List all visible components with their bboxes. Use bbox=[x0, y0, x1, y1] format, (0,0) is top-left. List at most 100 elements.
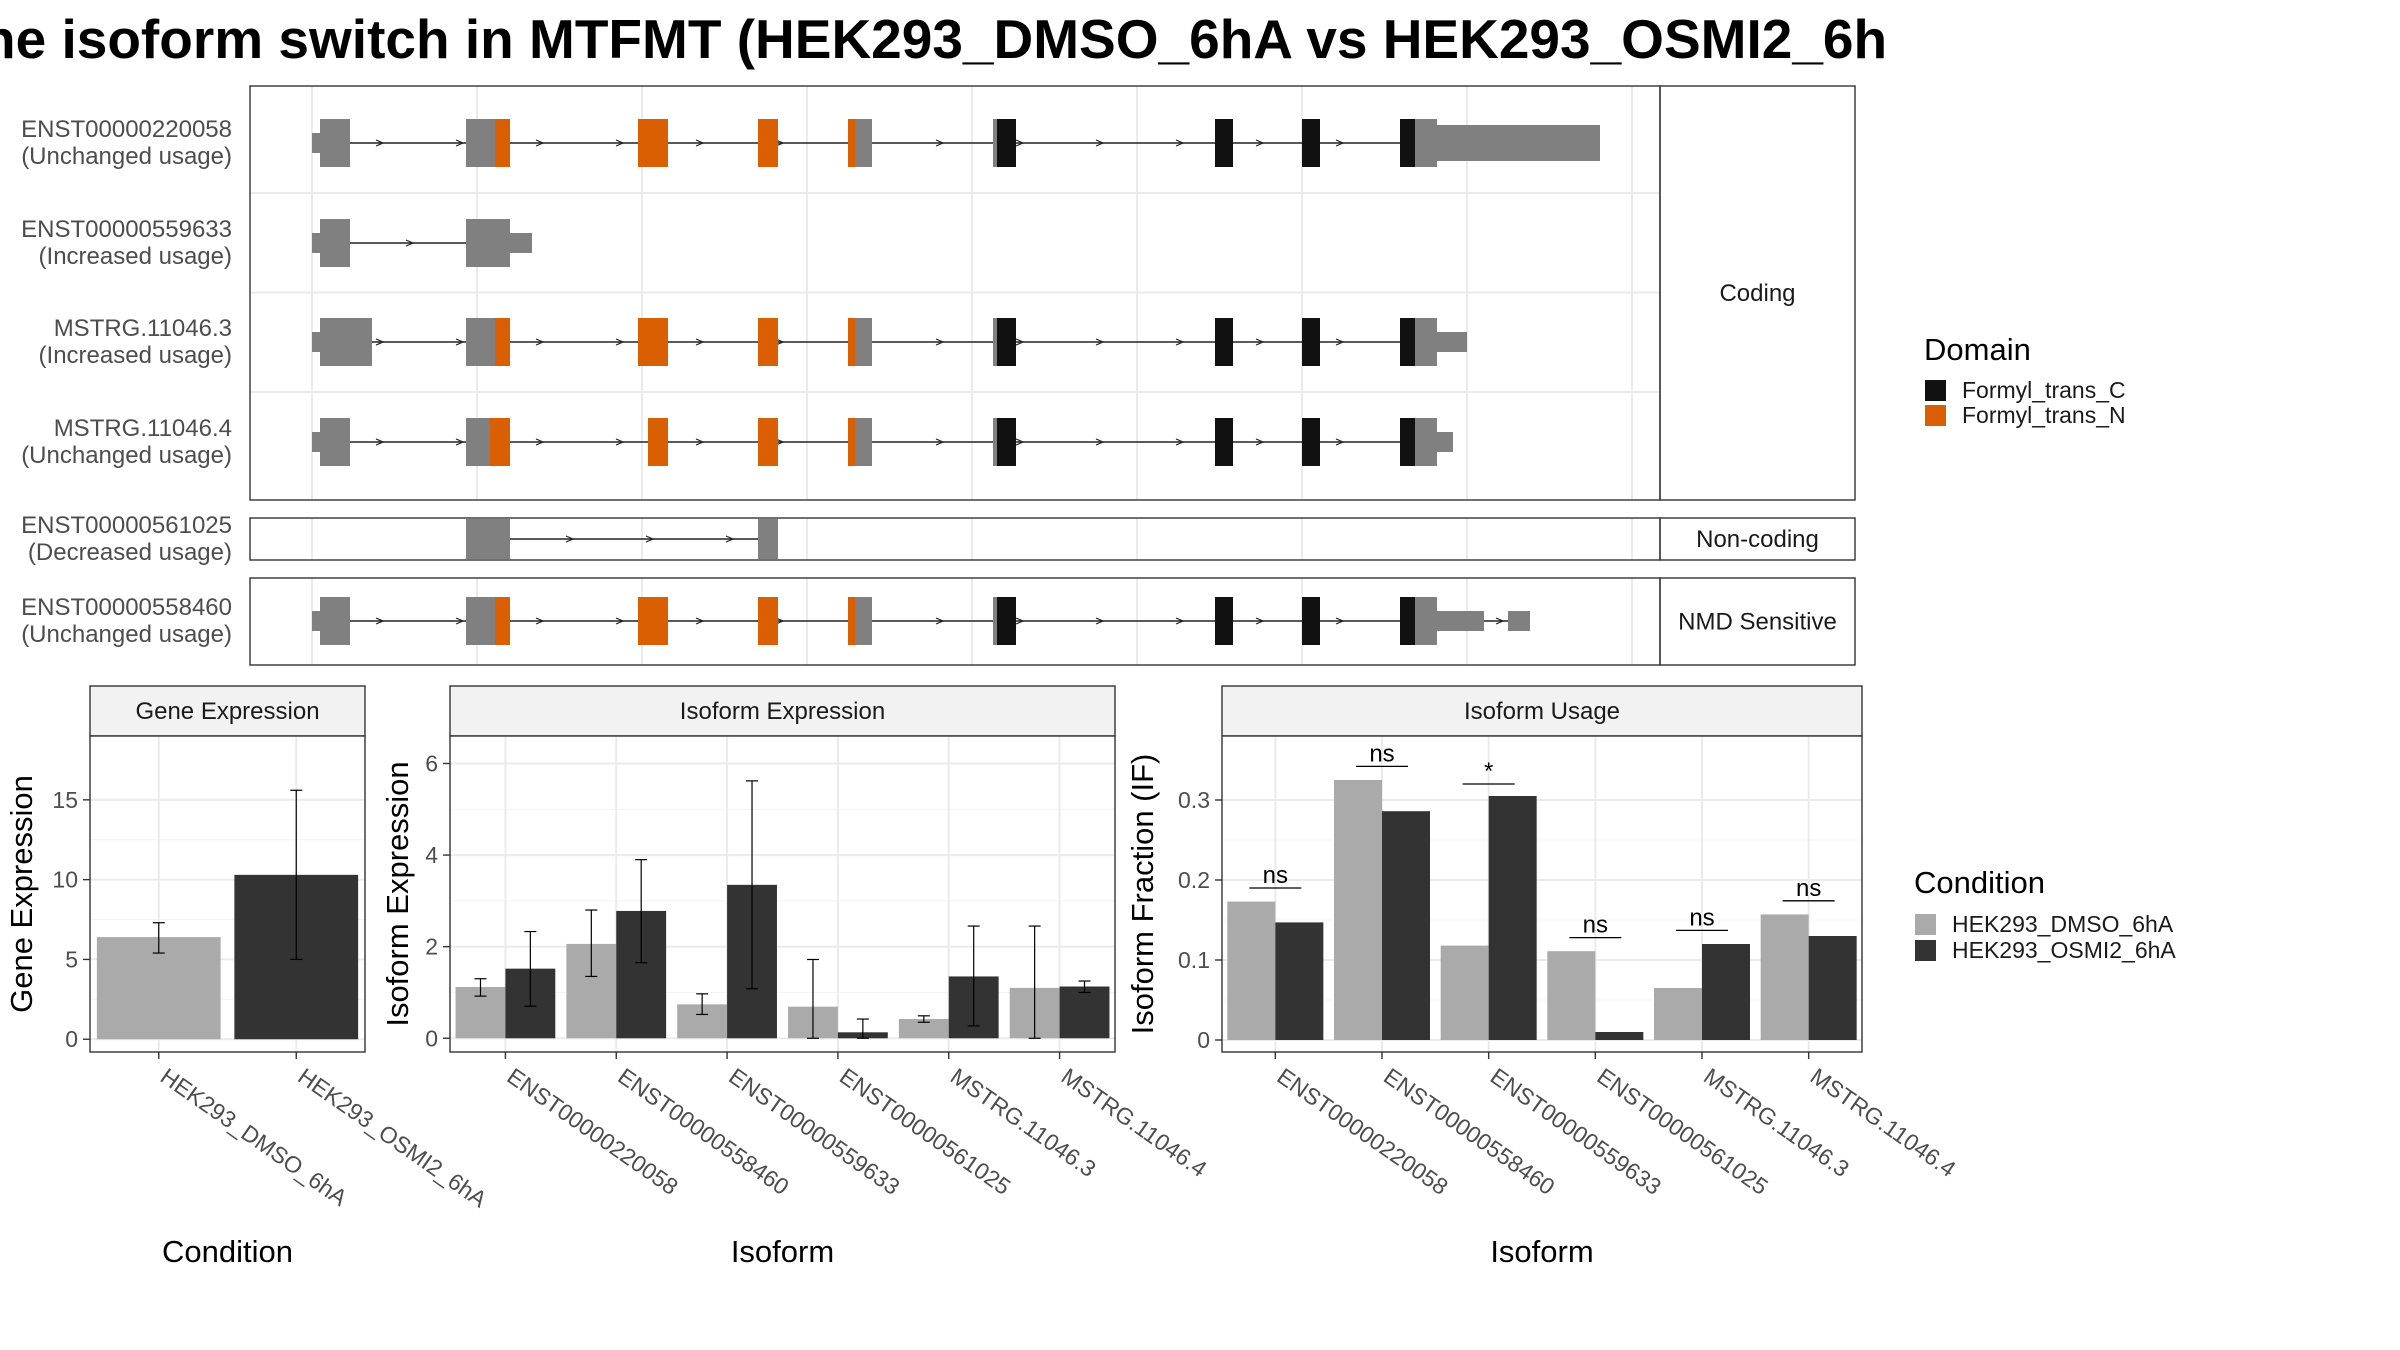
exon bbox=[1302, 418, 1320, 466]
transcript-usage-label: (Increased usage) bbox=[39, 342, 232, 369]
transcript-facet-border bbox=[249, 85, 1661, 501]
domain-legend-title: Domain bbox=[1924, 332, 2031, 367]
y-axis-title: Isoform Expression bbox=[380, 761, 415, 1026]
exon bbox=[320, 119, 350, 167]
transcript-usage-label: (Decreased usage) bbox=[28, 539, 232, 566]
exon bbox=[466, 418, 490, 466]
significance-label: ns bbox=[1263, 862, 1288, 889]
facet-strip bbox=[1659, 85, 1856, 501]
bar bbox=[1275, 922, 1324, 1040]
exon bbox=[1215, 119, 1233, 167]
exon bbox=[758, 119, 778, 167]
bar bbox=[1595, 1032, 1644, 1040]
exon bbox=[466, 318, 495, 366]
exon bbox=[848, 418, 855, 466]
bar bbox=[1654, 988, 1702, 1040]
strand-arrow bbox=[1095, 338, 1105, 346]
exon bbox=[1415, 318, 1437, 366]
strand-arrow bbox=[695, 338, 705, 346]
exon bbox=[997, 119, 1016, 167]
exon bbox=[312, 133, 320, 153]
strand-arrow bbox=[695, 139, 705, 147]
exon bbox=[758, 519, 778, 559]
transcript-facet-bg bbox=[250, 518, 1660, 560]
transcript-usage-label: (Unchanged usage) bbox=[21, 442, 232, 469]
transcript-usage-label: (Unchanged usage) bbox=[21, 143, 232, 170]
transcript-usage-label: (Unchanged usage) bbox=[21, 621, 232, 648]
strand-arrow bbox=[375, 617, 385, 625]
strand-arrow bbox=[695, 438, 705, 446]
exon bbox=[997, 418, 1016, 466]
strand-arrow bbox=[455, 139, 465, 147]
x-tick-label: ENST00000561025 bbox=[1592, 1063, 1772, 1200]
transcript-id-label: MSTRG.11046.4 bbox=[54, 415, 232, 442]
exon bbox=[1400, 418, 1415, 466]
legend-key-osmi2 bbox=[1915, 940, 1936, 961]
strand-arrow bbox=[1255, 617, 1265, 625]
strand-arrow bbox=[375, 438, 385, 446]
exon bbox=[495, 597, 510, 645]
exon bbox=[466, 519, 510, 559]
y-axis-title: Isoform Fraction (IF) bbox=[1125, 754, 1160, 1035]
panel-border bbox=[449, 735, 1116, 1053]
exon bbox=[1302, 597, 1320, 645]
strand-arrow bbox=[455, 617, 465, 625]
transcript-id-label: ENST00000558460 bbox=[21, 594, 232, 621]
exon bbox=[1415, 597, 1437, 645]
strand-arrow bbox=[1015, 338, 1025, 346]
strand-arrow bbox=[615, 139, 625, 147]
y-tick-label: 2 bbox=[425, 934, 438, 960]
transcript-id-label: ENST00000559633 bbox=[21, 216, 232, 243]
transcript-usage-label: (Increased usage) bbox=[39, 243, 232, 270]
exon bbox=[320, 597, 350, 645]
strand-arrow bbox=[615, 438, 625, 446]
y-tick-label: 15 bbox=[52, 787, 78, 813]
significance-label: ns bbox=[1689, 904, 1714, 931]
exon bbox=[1302, 318, 1320, 366]
panel-title: Isoform Expression bbox=[680, 698, 885, 725]
strand-arrow bbox=[1335, 139, 1345, 147]
x-axis-title: Condition bbox=[162, 1234, 293, 1269]
panel-border bbox=[1221, 735, 1863, 1053]
transcript-id-label: ENST00000220058 bbox=[21, 116, 232, 143]
condition-legend: Condition HEK293_DMSO_6hA HEK293_OSMI2_6… bbox=[1914, 865, 2176, 963]
strand-arrow bbox=[775, 438, 785, 446]
panel-border bbox=[89, 735, 366, 1053]
y-tick-label: 4 bbox=[425, 842, 438, 868]
panel-bg bbox=[1222, 736, 1862, 1052]
significance-label: * bbox=[1484, 758, 1493, 785]
gene-expression-panel: Gene Expression051015HEK293_DMSO_6hAHEK2… bbox=[4, 685, 492, 1269]
y-tick-label: 5 bbox=[65, 946, 78, 972]
strand-arrow bbox=[1015, 139, 1025, 147]
strand-arrow bbox=[455, 438, 465, 446]
exon bbox=[495, 119, 510, 167]
exon bbox=[1437, 332, 1467, 352]
strand-arrow bbox=[775, 139, 785, 147]
strand-arrow bbox=[935, 438, 945, 446]
condition-legend-title: Condition bbox=[1914, 865, 2045, 900]
exon bbox=[1215, 597, 1233, 645]
strand-arrow bbox=[375, 139, 385, 147]
y-tick-label: 0 bbox=[65, 1026, 78, 1052]
exon bbox=[993, 119, 997, 167]
exon bbox=[638, 597, 668, 645]
exon bbox=[312, 432, 320, 452]
legend-label-formyl-trans-c: Formyl_trans_C bbox=[1962, 377, 2126, 403]
exon bbox=[848, 119, 855, 167]
exon bbox=[490, 418, 510, 466]
exon bbox=[1437, 611, 1484, 631]
strand-arrow bbox=[1495, 617, 1505, 625]
y-axis-title: Gene Expression bbox=[4, 775, 39, 1013]
legend-key-dmso bbox=[1915, 914, 1936, 935]
isoform-usage-panel: Isoform Usage ns ns * ns ns ns 0 0.1 0.2 0.3 ENST00… bbox=[1125, 685, 1961, 1269]
strand-arrow bbox=[565, 535, 575, 543]
exon bbox=[312, 611, 320, 631]
strand-arrow bbox=[645, 535, 655, 543]
significance-label: ns bbox=[1369, 740, 1394, 767]
y-tick-label: 0.2 bbox=[1178, 867, 1210, 893]
strand-arrow bbox=[1175, 438, 1185, 446]
exon bbox=[312, 233, 320, 253]
strand-arrow bbox=[1095, 438, 1105, 446]
strand-arrow bbox=[1015, 617, 1025, 625]
exon bbox=[320, 219, 350, 267]
